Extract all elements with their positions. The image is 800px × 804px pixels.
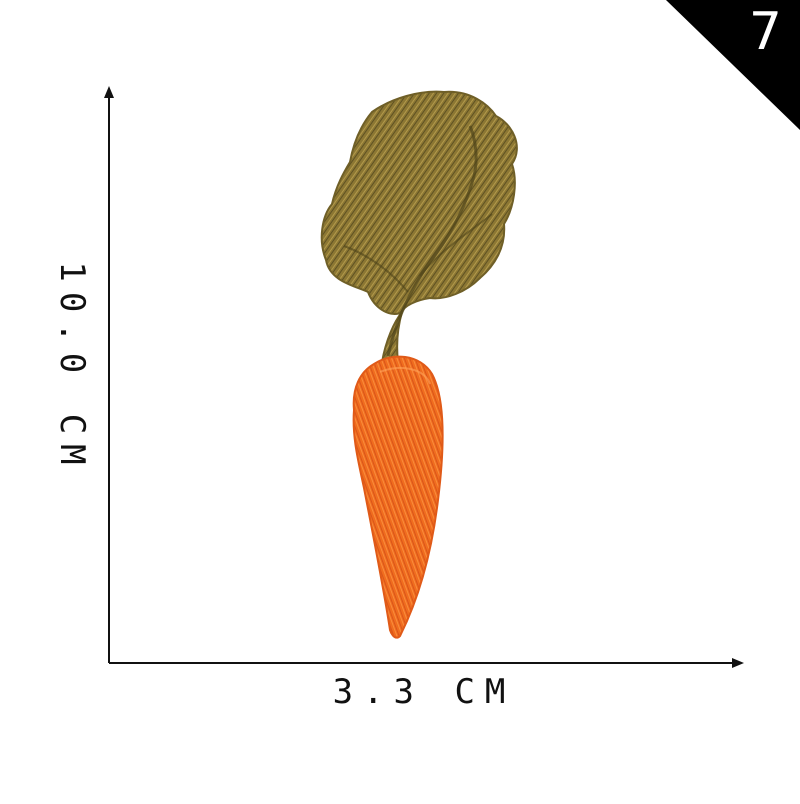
corner-badge: 7 (666, 0, 800, 130)
width-label: 3.3 CM (332, 672, 516, 712)
carrot-root (352, 355, 444, 639)
badge-triangle-icon (666, 0, 800, 130)
dimension-axes (104, 86, 744, 668)
badge-number: 7 (748, 2, 782, 62)
height-label: 10.0 CM (52, 261, 92, 475)
carrot-leaves (320, 90, 518, 363)
